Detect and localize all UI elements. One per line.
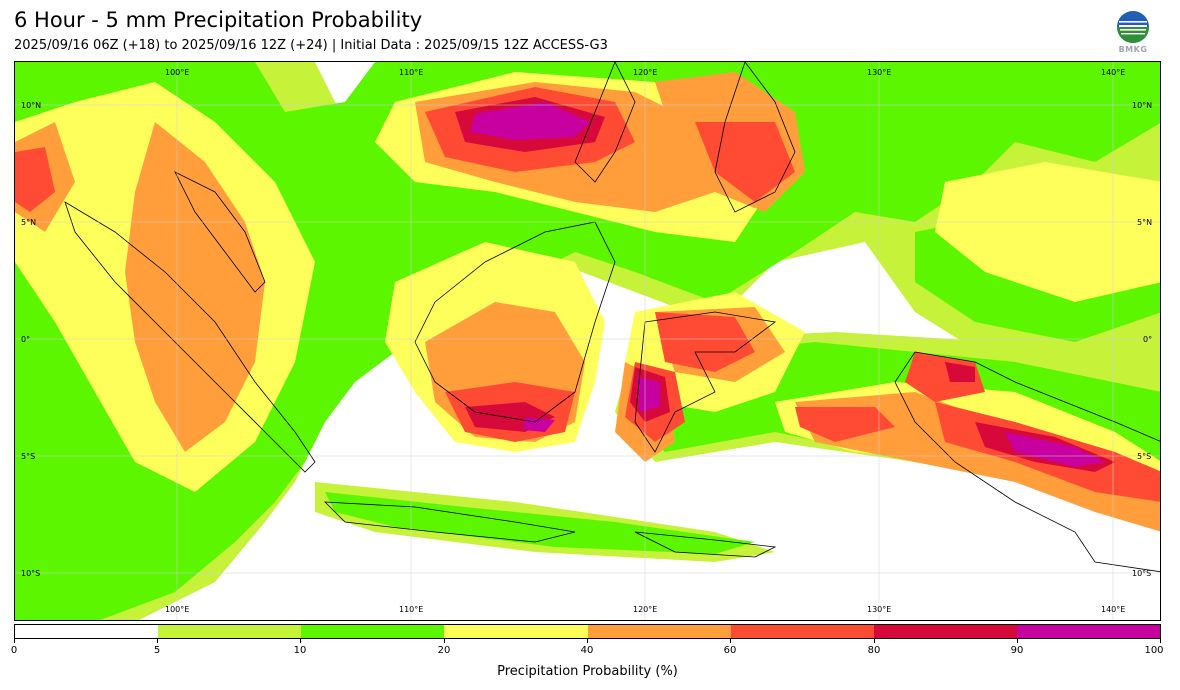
lon-label-bottom: 100°E [165, 605, 190, 614]
lon-label-top: 100°E [165, 68, 190, 77]
band-90 [470, 102, 1105, 467]
colorbar-segment [15, 625, 159, 638]
graticule [15, 62, 1160, 620]
colorbar-label: 100 [1144, 645, 1164, 656]
lat-label-left: 5°N [21, 218, 37, 227]
colorbar-title: Precipitation Probability (%) [497, 664, 678, 679]
colorbar-segment [873, 625, 1017, 638]
colorbar-tick [444, 639, 445, 643]
colorbar-tick [1160, 639, 1161, 643]
lon-label-top: 120°E [633, 68, 658, 77]
lon-label-top: 130°E [867, 68, 892, 77]
colorbar-tick [300, 639, 301, 643]
colorbar-label: 40 [580, 645, 594, 656]
colorbar-label: 5 [153, 645, 161, 656]
lon-label-bottom: 140°E [1101, 605, 1126, 614]
lon-label-bottom: 110°E [399, 605, 424, 614]
logo-text: BMKG [1118, 45, 1148, 54]
lat-label-right: 5°S [1137, 452, 1152, 461]
colorbar-segment [1016, 625, 1160, 638]
bmkg-logo [1117, 11, 1149, 43]
lat-label-left: 5°S [21, 452, 36, 461]
map-title: 6 Hour - 5 mm Precipitation Probability [14, 8, 423, 32]
lat-label-left: 10°N [21, 101, 42, 110]
colorbar-segment [158, 625, 302, 638]
colorbar-label: 10 [293, 645, 307, 656]
colorbar-tick [157, 639, 158, 643]
precipitation-field [15, 62, 1160, 620]
colorbar-segment [301, 625, 445, 638]
lon-label-top: 140°E [1101, 68, 1126, 77]
coastlines [64, 62, 1160, 573]
colorbar-label: 60 [723, 645, 737, 656]
lon-label-top: 110°E [399, 68, 424, 77]
precipitation-map: 100°E 110°E 120°E 130°E 140°E 100°E 110°… [14, 61, 1161, 621]
colorbar-segment [587, 625, 731, 638]
lat-label-left: 0° [21, 335, 31, 344]
colorbar-label: 90 [1010, 645, 1024, 656]
lon-label-bottom: 120°E [633, 605, 658, 614]
map-subtitle: 2025/09/16 06Z (+18) to 2025/09/16 12Z (… [14, 38, 608, 53]
colorbar [14, 624, 1161, 639]
colorbar-tick [14, 639, 15, 643]
lat-label-right: 0° [1143, 335, 1153, 344]
colorbar-label: 20 [437, 645, 451, 656]
lat-label-left: 10°S [21, 569, 41, 578]
colorbar-tick [1017, 639, 1018, 643]
colorbar-tick [730, 639, 731, 643]
colorbar-label: 0 [10, 645, 18, 656]
lat-label-right: 10°S [1132, 569, 1152, 578]
colorbar-segment [730, 625, 874, 638]
colorbar-tick [587, 639, 588, 643]
colorbar-segment [444, 625, 588, 638]
colorbar-label: 80 [867, 645, 881, 656]
lat-label-right: 5°N [1137, 218, 1153, 227]
colorbar-tick [874, 639, 875, 643]
lat-label-right: 10°N [1132, 101, 1153, 110]
lon-label-bottom: 130°E [867, 605, 892, 614]
